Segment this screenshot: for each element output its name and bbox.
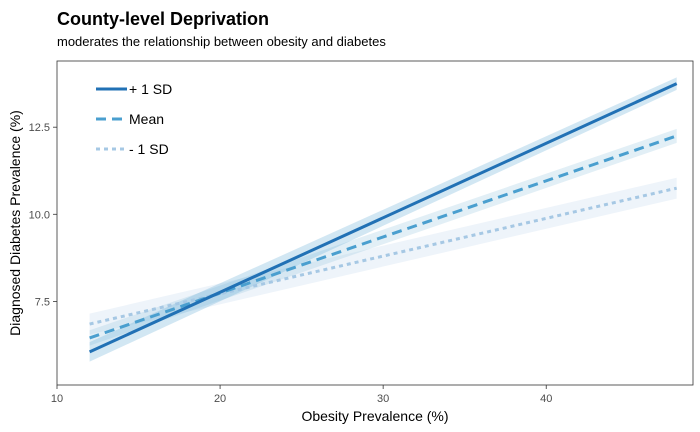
ribbon-series-0 xyxy=(89,77,677,362)
plot-area xyxy=(56,60,694,386)
line-series-0 xyxy=(88,82,678,354)
x-tick-label: 20 xyxy=(214,393,226,405)
series-lines xyxy=(88,82,678,354)
y-tick-label: 7.5 xyxy=(35,296,50,308)
legend-label-0: + 1 SD xyxy=(129,81,172,97)
x-tick-label: 10 xyxy=(51,393,63,405)
ribbon-series-2 xyxy=(89,177,677,335)
x-axis: 10 20 30 40 xyxy=(51,385,552,405)
chart-title: County-level Deprivation xyxy=(57,9,269,29)
legend: + 1 SD Mean - 1 SD xyxy=(96,81,172,157)
legend-label-1: Mean xyxy=(129,111,164,127)
x-axis-title: Obesity Prevalence (%) xyxy=(301,408,448,424)
y-tick-label: 12.5 xyxy=(29,122,50,134)
panel-border xyxy=(56,60,694,386)
y-axis-title: Diagnosed Diabetes Prevalence (%) xyxy=(7,110,23,336)
x-tick-label: 40 xyxy=(540,393,552,405)
y-axis: 7.5 10.0 12.5 xyxy=(29,122,57,308)
legend-label-2: - 1 SD xyxy=(129,141,169,157)
confidence-ribbons xyxy=(89,77,677,362)
chart-subtitle: moderates the relationship between obesi… xyxy=(57,34,386,49)
line-series-1 xyxy=(89,134,678,340)
x-tick-label: 30 xyxy=(377,393,389,405)
y-tick-label: 10.0 xyxy=(29,209,50,221)
